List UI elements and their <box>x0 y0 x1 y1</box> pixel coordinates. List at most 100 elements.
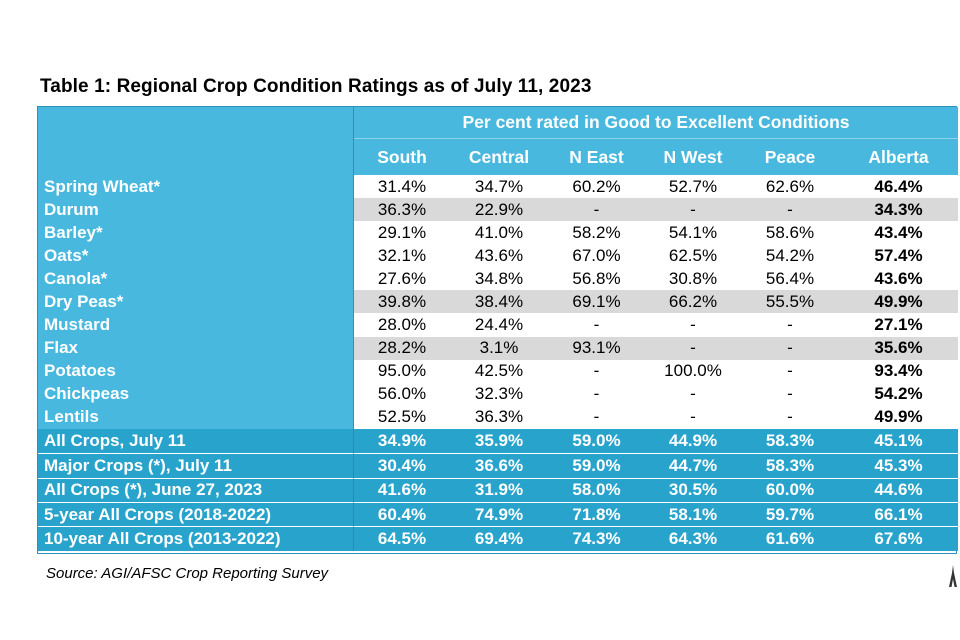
summary-value-cell: 69.4% <box>450 526 548 551</box>
value-cell: 24.4% <box>450 313 548 337</box>
group-header: Per cent rated in Good to Excellent Cond… <box>354 107 958 139</box>
value-cell: 55.5% <box>741 290 839 314</box>
summary-value-cell: 66.1% <box>839 502 958 527</box>
crop-label: Oats* <box>38 244 354 268</box>
summary-value-cell: 60.0% <box>741 477 839 503</box>
summary-value-cell: 59.0% <box>548 453 645 478</box>
row-label-header <box>38 107 354 175</box>
alberta-value-cell: 35.6% <box>839 336 958 360</box>
summary-label: 10-year All Crops (2013-2022) <box>38 526 354 551</box>
summary-value-cell: 41.6% <box>354 477 450 503</box>
value-cell: - <box>741 359 839 383</box>
value-cell: 32.1% <box>354 244 450 268</box>
summary-value-cell: 71.8% <box>548 502 645 527</box>
summary-label: All Crops, July 11 <box>38 428 354 454</box>
alberta-value-cell: 54.2% <box>839 382 958 406</box>
value-cell: - <box>741 336 839 360</box>
value-cell: 52.7% <box>645 175 741 199</box>
value-cell: 39.8% <box>354 290 450 314</box>
value-cell: 22.9% <box>450 198 548 222</box>
crop-label: Chickpeas <box>38 382 354 406</box>
crop-label: Mustard <box>38 313 354 337</box>
summary-value-cell: 30.4% <box>354 453 450 478</box>
summary-value-cell: 58.3% <box>741 428 839 454</box>
alberta-value-cell: 34.3% <box>839 198 958 222</box>
value-cell: 58.6% <box>741 221 839 245</box>
summary-value-cell: 74.9% <box>450 502 548 527</box>
summary-value-cell: 30.5% <box>645 477 741 503</box>
crop-label: Dry Peas* <box>38 290 354 314</box>
value-cell: 32.3% <box>450 382 548 406</box>
value-cell: 62.6% <box>741 175 839 199</box>
alberta-value-cell: 27.1% <box>839 313 958 337</box>
value-cell: 43.6% <box>450 244 548 268</box>
value-cell: 34.7% <box>450 175 548 199</box>
value-cell: - <box>645 198 741 222</box>
value-cell: 54.2% <box>741 244 839 268</box>
column-header: Peace <box>741 139 839 175</box>
summary-value-cell: 34.9% <box>354 428 450 454</box>
column-header: N East <box>548 139 645 175</box>
alberta-value-cell: 46.4% <box>839 175 958 199</box>
alberta-value-cell: 93.4% <box>839 359 958 383</box>
value-cell: 28.0% <box>354 313 450 337</box>
column-header: South <box>354 139 450 175</box>
value-cell: 58.2% <box>548 221 645 245</box>
crop-label: Flax <box>38 336 354 360</box>
value-cell: 95.0% <box>354 359 450 383</box>
value-cell: 54.1% <box>645 221 741 245</box>
summary-value-cell: 31.9% <box>450 477 548 503</box>
value-cell: - <box>741 405 839 429</box>
crop-label: Spring Wheat* <box>38 175 354 199</box>
value-cell: 38.4% <box>450 290 548 314</box>
summary-value-cell: 60.4% <box>354 502 450 527</box>
value-cell: 3.1% <box>450 336 548 360</box>
value-cell: - <box>741 382 839 406</box>
value-cell: - <box>645 382 741 406</box>
value-cell: 41.0% <box>450 221 548 245</box>
crop-label: Canola* <box>38 267 354 291</box>
crop-label: Durum <box>38 198 354 222</box>
summary-value-cell: 58.1% <box>645 502 741 527</box>
summary-label: All Crops (*), June 27, 2023 <box>38 477 354 503</box>
summary-value-cell: 45.3% <box>839 453 958 478</box>
value-cell: - <box>548 382 645 406</box>
value-cell: 69.1% <box>548 290 645 314</box>
summary-value-cell: 35.9% <box>450 428 548 454</box>
value-cell: 36.3% <box>354 198 450 222</box>
summary-value-cell: 67.6% <box>839 526 958 551</box>
summary-value-cell: 64.5% <box>354 526 450 551</box>
summary-value-cell: 44.7% <box>645 453 741 478</box>
value-cell: 31.4% <box>354 175 450 199</box>
value-cell: 60.2% <box>548 175 645 199</box>
value-cell: - <box>645 336 741 360</box>
value-cell: 67.0% <box>548 244 645 268</box>
summary-value-cell: 44.6% <box>839 477 958 503</box>
summary-value-cell: 44.9% <box>645 428 741 454</box>
column-header: Central <box>450 139 548 175</box>
column-header: Alberta <box>839 139 958 175</box>
value-cell: 66.2% <box>645 290 741 314</box>
value-cell: 28.2% <box>354 336 450 360</box>
value-cell: 100.0% <box>645 359 741 383</box>
value-cell: 52.5% <box>354 405 450 429</box>
value-cell: 34.8% <box>450 267 548 291</box>
summary-label: Major Crops (*), July 11 <box>38 453 354 478</box>
tower-logo-icon <box>949 565 957 587</box>
summary-value-cell: 58.0% <box>548 477 645 503</box>
value-cell: 42.5% <box>450 359 548 383</box>
value-cell: 93.1% <box>548 336 645 360</box>
crop-condition-table: Per cent rated in Good to Excellent Cond… <box>37 106 958 554</box>
summary-value-cell: 61.6% <box>741 526 839 551</box>
summary-value-cell: 59.7% <box>741 502 839 527</box>
value-cell: - <box>548 405 645 429</box>
alberta-value-cell: 43.6% <box>839 267 958 291</box>
alberta-value-cell: 49.9% <box>839 405 958 429</box>
value-cell: - <box>548 313 645 337</box>
value-cell: - <box>548 359 645 383</box>
source-note: Source: AGI/AFSC Crop Reporting Survey <box>46 565 329 582</box>
value-cell: 29.1% <box>354 221 450 245</box>
value-cell: 56.4% <box>741 267 839 291</box>
value-cell: - <box>741 198 839 222</box>
crop-label: Lentils <box>38 405 354 429</box>
